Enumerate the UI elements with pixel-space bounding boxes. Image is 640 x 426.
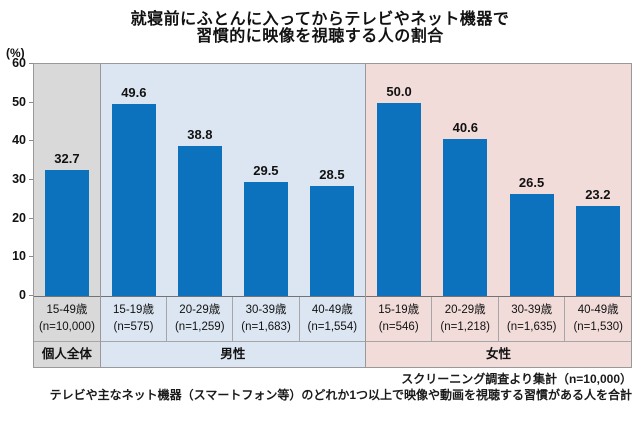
group-label: 個人全体 — [34, 341, 100, 367]
chart-section-1: 32.7 15-49歳 (n=10,000) 個人全体 — [34, 64, 101, 367]
category-age-label: 20-29歳 — [444, 304, 486, 316]
category-n-label: (n=10,000) — [38, 321, 95, 333]
category-n-label: (n=1,554) — [307, 321, 358, 333]
bar-wrap: 50.0 — [377, 64, 422, 296]
bar-value-label: 26.5 — [518, 174, 545, 190]
bars-row: 32.7 — [34, 64, 100, 296]
bars-row: 50.0 40.6 26.5 23.2 — [366, 64, 631, 296]
y-tick-mark — [29, 256, 33, 258]
category-cell: 40-49歳 (n=1,554) — [300, 297, 365, 341]
chart-title-line2: 習慣的に映像を視聴する人の割合 — [196, 28, 444, 45]
category-labels-row: 15-49歳 (n=10,000) — [34, 296, 100, 341]
bar — [44, 169, 89, 296]
category-n-label: (n=1,259) — [174, 321, 225, 333]
category-age-label: 15-49歳 — [46, 304, 88, 316]
category-n-label: (n=1,635) — [506, 321, 557, 333]
bar — [177, 145, 222, 296]
y-tick-mark — [29, 295, 33, 296]
category-labels-row: 15-19歳 (n=546) 20-29歳 (n=1,218) 30-39歳 (n=1,6… — [365, 296, 631, 341]
category-n-label: (n=1,530) — [573, 321, 623, 333]
bar-wrap: 32.7 — [44, 64, 89, 296]
category-n-label: (n=575) — [113, 321, 154, 333]
bar-chart-plot: 32.7 15-49歳 (n=10,000) 個人全体 49.6 38.8 29.5 28.5… — [33, 63, 632, 368]
bar-value-label: 28.5 — [319, 166, 345, 182]
y-tick-mark — [29, 179, 33, 180]
y-tick-label-10: 10 — [12, 249, 26, 264]
bar — [509, 193, 554, 296]
y-tick-mark — [29, 140, 33, 142]
category-age-label: 30-39歳 — [511, 304, 553, 316]
category-cell: 15-19歳 (n=575) — [101, 297, 168, 341]
y-tick-mark — [29, 217, 33, 219]
bar — [111, 104, 156, 296]
bar-wrap: 28.5 — [309, 64, 354, 296]
category-age-label: 15-19歳 — [113, 304, 154, 316]
category-cell: 40-49歳 (n=1,530) — [565, 297, 631, 341]
y-tick-label-20: 20 — [12, 210, 26, 225]
bar-value-label: 49.6 — [121, 85, 147, 101]
category-age-label: 40-49歳 — [311, 304, 353, 316]
y-tick-label-0: 0 — [19, 288, 26, 302]
category-age-label: 30-39歳 — [245, 304, 287, 316]
bar-value-label: 40.6 — [452, 120, 478, 136]
category-cell: 15-49歳 (n=10,000) — [34, 297, 100, 341]
category-cell: 15-19歳 (n=546) — [366, 297, 433, 341]
bar-wrap: 26.5 — [509, 64, 554, 296]
category-n-label: (n=1,683) — [241, 321, 291, 333]
category-labels-row: 15-19歳 (n=575) 20-29歳 (n=1,259) 30-39歳 (n=1,6… — [100, 296, 365, 341]
bar-wrap: 49.6 — [111, 64, 156, 296]
y-tick-label-50: 50 — [12, 94, 26, 109]
y-axis: 0 10 20 30 40 50 60 — [0, 56, 33, 302]
chart-section-2: 49.6 38.8 29.5 28.5 15-19歳 (n=575) 20-29歳 (n=1,… — [100, 64, 366, 367]
y-axis-unit-label: (%) — [6, 46, 25, 60]
category-n-label: (n=546) — [378, 321, 419, 333]
bar-wrap: 40.6 — [443, 64, 488, 296]
chart-section-3: 50.0 40.6 26.5 23.2 15-19歳 (n=546) 20-29歳 (n=1,… — [365, 64, 631, 367]
y-tick-label-40: 40 — [12, 133, 26, 148]
footer-note-source: スクリーニング調査より集計（n=10,000） — [401, 372, 632, 386]
y-tick-mark — [29, 101, 33, 103]
bar-value-label: 29.5 — [253, 162, 279, 178]
chart-title: 就寝前にふとんに入ってからテレビやネット機器で 習慣的に映像を視聴する人の割合 — [0, 11, 640, 45]
category-n-label: (n=1,218) — [440, 321, 490, 333]
category-cell: 30-39歳 (n=1,635) — [499, 297, 566, 341]
bar-value-label: 50.0 — [386, 83, 412, 99]
bar-value-label: 32.7 — [54, 150, 80, 166]
bar — [243, 181, 288, 296]
group-label: 女性 — [365, 341, 631, 367]
category-age-label: 40-49歳 — [577, 304, 619, 316]
y-tick-label-30: 30 — [12, 172, 26, 186]
bar-value-label: 38.8 — [187, 126, 213, 142]
bar — [377, 102, 422, 296]
footer-note-definition: テレビや主なネット機器（スマートフォン等）のどれか1つ以上で映像や動画を視聴する… — [49, 388, 632, 402]
category-cell: 30-39歳 (n=1,683) — [233, 297, 300, 341]
category-age-label: 15-19歳 — [378, 304, 420, 316]
bar-value-label: 23.2 — [585, 187, 611, 203]
bar-wrap: 29.5 — [243, 64, 288, 296]
bar-wrap: 23.2 — [575, 64, 620, 296]
bar — [575, 206, 620, 296]
category-cell: 20-29歳 (n=1,218) — [432, 297, 499, 341]
footer-notes: スクリーニング調査より集計（n=10,000） テレビや主なネット機器（スマート… — [50, 371, 632, 403]
category-cell: 20-29歳 (n=1,259) — [167, 297, 234, 341]
y-tick-label-60: 60 — [12, 56, 26, 70]
category-age-label: 20-29歳 — [179, 304, 221, 316]
bar — [443, 139, 488, 296]
y-tick-mark — [29, 63, 33, 64]
group-label: 男性 — [100, 341, 365, 367]
bars-row: 49.6 38.8 29.5 28.5 — [101, 64, 365, 296]
bar-wrap: 38.8 — [177, 64, 222, 296]
chart-title-line1: 就寝前にふとんに入ってからテレビやネット機器で — [130, 11, 510, 28]
bar — [309, 185, 354, 296]
